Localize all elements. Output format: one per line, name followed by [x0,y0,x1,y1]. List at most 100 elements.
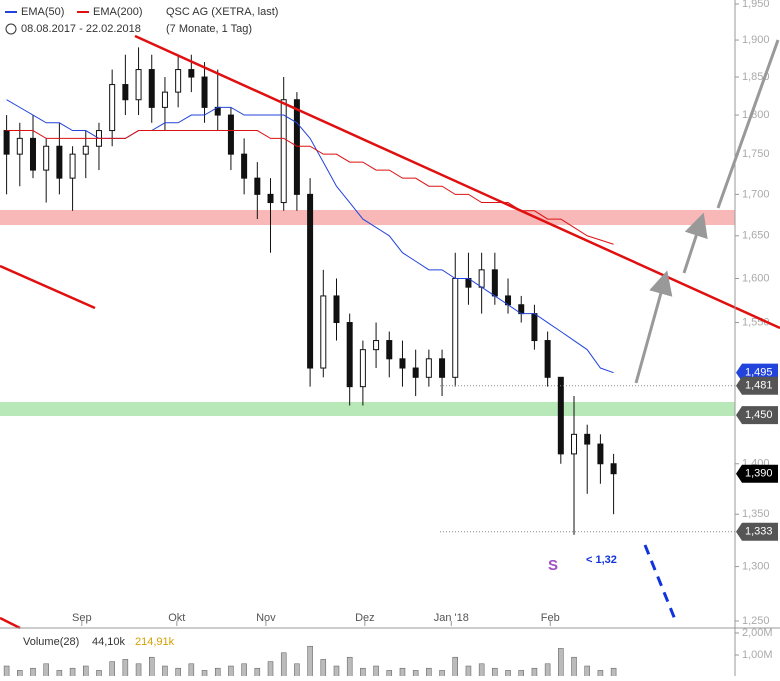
arrow [682,212,708,274]
volume-bar [135,663,142,678]
volume-bar [267,661,274,678]
y-tick-label: 1,900 [742,34,770,46]
x-tick-label: Nov [256,612,276,624]
volume-bar [584,665,590,678]
candle-body [386,340,393,360]
trend-line [0,264,96,310]
volume-bar [544,663,551,678]
arrow [634,270,673,384]
price-tag-label: 1,333 [745,526,773,538]
candle-body [359,349,366,388]
volume-tick-label: 2,00M [742,627,773,639]
volume-bar [360,667,366,678]
candle-body [16,137,23,155]
candle-body [280,99,287,204]
x-tick-label: Okt [168,612,185,624]
volume-bar [505,670,511,678]
signal-label: S [548,557,558,574]
trend-line [134,34,780,330]
volume-bar [201,670,208,678]
price-tag [736,376,778,395]
candle-body [201,76,208,108]
date-range: 08.08.2017 - 22.02.2018 [21,23,141,35]
candle-body [491,269,498,297]
volume-bar [228,665,234,678]
plot: 1,9501,9001,8501,8001,7501,7001,6501,600… [3,0,778,678]
candle-body [571,433,578,455]
candle-body [29,137,36,171]
candle-body [3,130,10,155]
candle-body [254,177,261,195]
volume-bar [399,667,406,678]
candle-body [122,84,129,101]
volume-bar [69,667,76,678]
clock-icon [5,23,17,35]
y-tick-label: 1,250 [742,615,770,627]
volume-bar [280,652,287,678]
volume-bar [610,667,617,678]
volume-bar [254,667,261,678]
volume-bar [386,670,393,678]
volume-bar [518,670,524,678]
y-tick-label: 1,600 [742,272,770,284]
volume-bar [83,665,89,678]
volume-bar [43,663,49,678]
candle-body [425,358,432,378]
candle-body [69,153,76,179]
volume-bar [30,667,36,678]
volume-bar [531,667,538,678]
volume-bar [492,667,498,678]
price-tag-label: 1,450 [745,409,773,421]
candle-body [267,193,274,204]
volume-bar [214,667,221,678]
volume-bar [17,670,23,678]
x-tick-label: Feb [541,612,560,624]
candle-body [56,145,63,179]
price-tag-label: 1,390 [745,468,773,480]
volume-bar [294,663,300,678]
candle-body [161,91,168,108]
candle-body [135,69,142,101]
candle-body [307,193,314,369]
y-tick-label: 1,350 [742,508,770,520]
volume-bar [307,645,313,678]
volume-tick-label: 1,00M [742,649,773,661]
candle-body [241,153,248,179]
volume-bar [439,670,445,678]
projection-line [643,544,678,623]
y-tick-label: 1,300 [742,560,770,572]
candle-body [531,313,538,342]
candle-body [439,358,446,378]
candle-body [346,322,353,388]
ema-line [6,130,614,245]
price-tag [736,464,778,483]
volume-bar [188,663,195,678]
volume-bar [412,670,419,678]
candle-body [320,295,327,369]
volume-bar [426,667,432,678]
resistance-zone [0,210,735,225]
volume-bar [452,656,459,678]
volume-bar [96,670,102,678]
volume-bar [465,665,472,678]
candle-body [557,376,564,455]
candle-body [412,367,419,378]
candle-body [597,443,604,465]
volume-bar [3,665,10,678]
y-tick-label: 1,800 [742,109,770,121]
candle-body [333,295,340,324]
candle-body [293,99,300,195]
volume-bar [109,661,115,678]
period: (7 Monate, 1 Tag) [166,23,252,35]
candle-body [452,277,459,378]
volume-bar [597,670,604,678]
volume-label: Volume(28) [23,636,79,648]
candle-body [373,340,380,351]
price-tag-label: 1,495 [745,367,773,379]
volume-bar [571,656,577,678]
y-tick-label: 1,950 [742,0,770,10]
candle-body [82,145,89,155]
candle-body [399,358,406,369]
volume-bar [56,670,63,678]
